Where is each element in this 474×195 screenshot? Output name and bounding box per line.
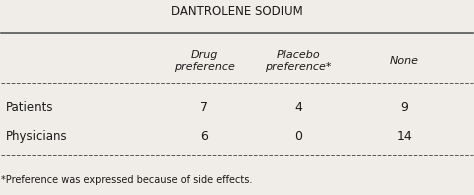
Text: DANTROLENE SODIUM: DANTROLENE SODIUM <box>171 5 303 18</box>
Text: Patients: Patients <box>6 101 54 114</box>
Text: Physicians: Physicians <box>6 130 68 143</box>
Text: 9: 9 <box>401 101 408 114</box>
Text: 6: 6 <box>200 130 208 143</box>
Text: Placebo
preference*: Placebo preference* <box>265 50 331 72</box>
Text: 0: 0 <box>294 130 302 143</box>
Text: Drug
preference: Drug preference <box>173 50 235 72</box>
Text: 14: 14 <box>396 130 412 143</box>
Text: *Preference was expressed because of side effects.: *Preference was expressed because of sid… <box>1 175 253 185</box>
Text: None: None <box>390 56 419 66</box>
Text: 7: 7 <box>200 101 208 114</box>
Text: 4: 4 <box>294 101 302 114</box>
